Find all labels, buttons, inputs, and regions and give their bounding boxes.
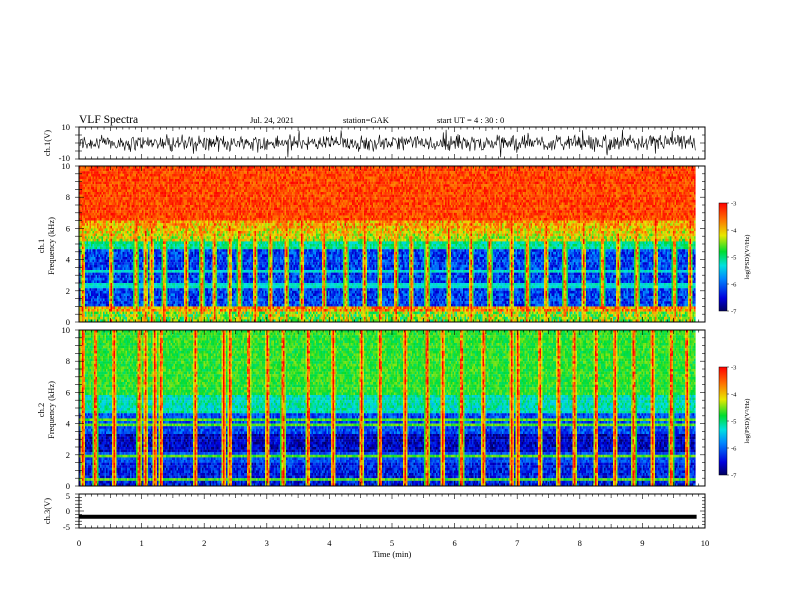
ch3-waveform-ticks — [75, 493, 706, 529]
time-tick-label: 5 — [390, 538, 394, 548]
ch1-waveform-trace — [79, 129, 696, 158]
ch1-channel-label: ch.1 — [36, 239, 46, 253]
colorbar-tick-label: -5 — [731, 419, 736, 426]
ch2-colorbar — [718, 366, 728, 476]
frequency-tick-label: 8 — [66, 192, 70, 202]
ch2-frequency-ylabel: Frequency (kHz) — [46, 381, 56, 439]
frequency-tick-label: 4 — [66, 419, 71, 429]
ch1-ytick-top: 10 — [62, 122, 71, 132]
ch1-spectrogram-ticks — [75, 165, 706, 323]
ch3-ytick-bottom: -5 — [63, 522, 70, 532]
chart-title: VLF Spectra — [79, 114, 138, 126]
ch1-ytick-bottom: -10 — [59, 153, 70, 163]
frequency-tick-label: 10 — [62, 161, 71, 171]
ch1-waveform-ylabel: ch.1(V) — [42, 130, 52, 156]
time-tick-label: 8 — [578, 538, 582, 548]
time-tick-label: 4 — [327, 538, 332, 548]
ch2-spectrogram-image — [79, 330, 705, 486]
ch1-waveform-panel: 10 -10 ch.1(V) — [42, 122, 706, 163]
ch2-colorbar-tick-labels: -3 -4 -5 -6 -7 — [727, 365, 737, 480]
ch3-ytick-top: 5 — [66, 491, 70, 501]
colorbar-tick-label: -6 — [731, 282, 737, 289]
ch1-colorbar-label: log(PSD)(V²/Hz) — [744, 235, 751, 280]
frequency-tick-label: 6 — [66, 387, 70, 397]
colorbar-tick-label: -5 — [731, 255, 736, 262]
colorbar-tick-label: -3 — [731, 201, 736, 208]
time-tick-label: 9 — [640, 538, 644, 548]
date-label: Jul. 24, 2021 — [250, 115, 294, 125]
time-tick-label: 3 — [265, 538, 269, 548]
frequency-tick-label: 6 — [66, 223, 70, 233]
colorbar-tick-label: -4 — [731, 228, 737, 235]
time-tick-label: 1 — [139, 538, 143, 548]
ch1-spectrogram-image — [79, 166, 705, 322]
time-tick-label: 0 — [77, 538, 81, 548]
ch2-channel-label: ch.2 — [36, 403, 46, 417]
ch2-spectrogram-ticks — [75, 329, 706, 487]
frequency-tick-label: 2 — [66, 286, 70, 296]
colorbar-tick-label: -7 — [731, 309, 737, 316]
ch1-waveform-ticks — [75, 126, 706, 160]
ch1-colorbar — [718, 202, 728, 312]
time-axis-tick-labels: 0 1 2 3 4 5 6 7 8 9 10 — [77, 538, 709, 548]
ch3-ytick-middle: 0 — [66, 506, 70, 516]
frequency-tick-label: 8 — [66, 356, 70, 366]
ch2-colorbar-label: log(PSD)(V²/Hz) — [744, 399, 751, 444]
colorbar-tick-label: -3 — [731, 365, 736, 372]
ch3-waveform-ylabel: ch.3(V) — [42, 498, 52, 524]
colorbar-tick-label: -6 — [731, 446, 737, 453]
frequency-tick-label: 4 — [66, 255, 71, 265]
time-tick-label: 10 — [701, 538, 710, 548]
time-tick-label: 2 — [202, 538, 206, 548]
ch1-colorbar-tick-labels: -3 -4 -5 -6 -7 — [727, 201, 737, 316]
colorbar-tick-label: -4 — [731, 392, 737, 399]
ch2-frequency-tick-labels: 10 8 6 4 2 0 — [62, 325, 71, 491]
time-tick-label: 6 — [452, 538, 456, 548]
time-axis-label: Time (min) — [373, 549, 412, 559]
frequency-tick-label: 10 — [62, 325, 71, 335]
ch1-frequency-ylabel: Frequency (kHz) — [46, 217, 56, 275]
ch1-frequency-tick-labels: 10 8 6 4 2 0 — [62, 161, 71, 327]
station-label: station=GAK — [343, 115, 390, 125]
ch3-waveform-panel: 5 0 -5 ch.3(V) — [42, 491, 706, 532]
time-tick-label: 7 — [515, 538, 519, 548]
ch3-waveform-frame — [78, 493, 706, 529]
frequency-tick-label: 2 — [66, 450, 70, 460]
colorbar-tick-label: -7 — [731, 473, 737, 480]
start-ut-label: start UT = 4 : 30 : 0 — [437, 115, 504, 125]
frequency-tick-label: 0 — [66, 317, 70, 327]
frequency-tick-label: 0 — [66, 481, 70, 491]
